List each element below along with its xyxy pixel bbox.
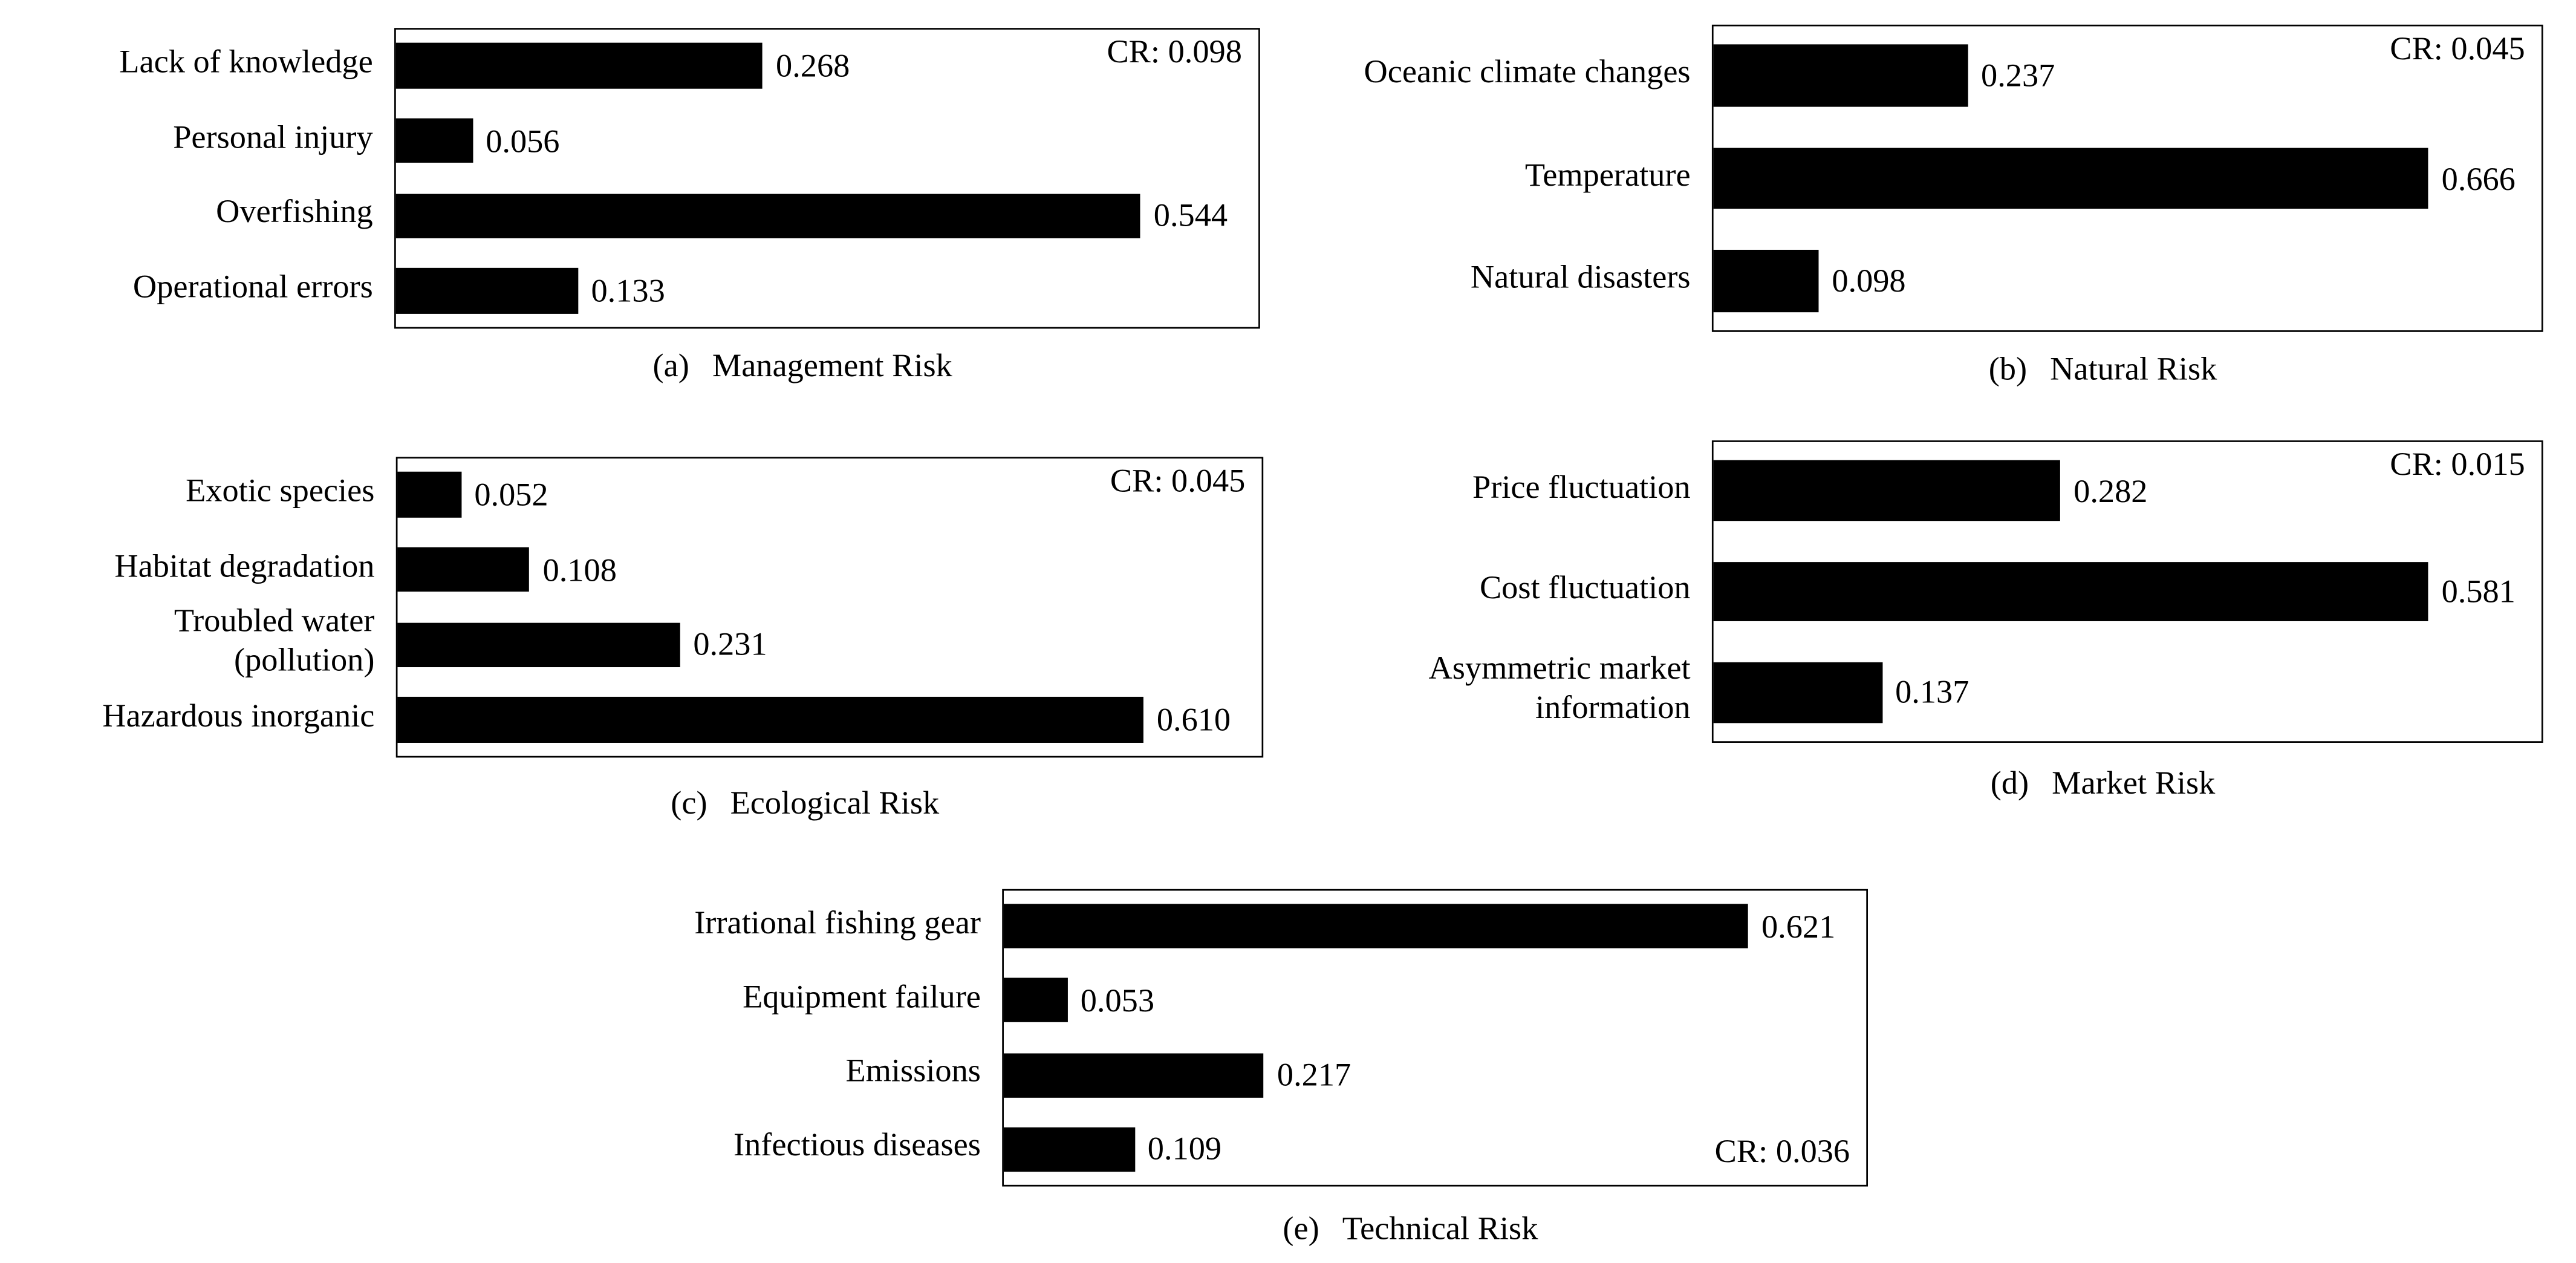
- category-label: Habitat degradation: [114, 548, 375, 585]
- value-label: 0.217: [1277, 1057, 1351, 1094]
- annotation: CR: 0.036: [1714, 1134, 1850, 1170]
- bar: [395, 43, 763, 88]
- caption-title: Natural Risk: [2050, 351, 2217, 388]
- plot-frame: [1002, 889, 1869, 1187]
- bar: [1713, 662, 1882, 723]
- plot-frame: [394, 28, 1260, 329]
- annotation: CR: 0.098: [1107, 34, 1242, 71]
- caption-title: Technical Risk: [1342, 1211, 1538, 1248]
- value-label: 0.108: [542, 552, 617, 589]
- bar: [397, 697, 1144, 743]
- annotation: CR: 0.045: [2390, 31, 2525, 68]
- category-label: Price fluctuation: [1472, 469, 1691, 506]
- value-label: 0.133: [591, 273, 665, 310]
- plot-frame: [395, 457, 1264, 758]
- bar: [1713, 147, 2428, 209]
- bar: [395, 268, 578, 314]
- value-label: 0.237: [1981, 58, 2055, 95]
- category-label: Exotic species: [186, 473, 375, 509]
- category-label: Asymmetric market information: [1428, 651, 1691, 727]
- category-label: Troubled water (pollution): [174, 604, 375, 680]
- bar: [397, 622, 680, 668]
- value-label: 0.610: [1156, 702, 1231, 739]
- value-label: 0.109: [1147, 1132, 1222, 1169]
- category-label: Infectious diseases: [733, 1128, 981, 1164]
- annotation: CR: 0.045: [1110, 463, 1246, 500]
- bar: [397, 547, 530, 592]
- caption-label: (b): [1988, 351, 2028, 388]
- caption-title: Ecological Risk: [730, 785, 940, 822]
- value-label: 0.052: [474, 477, 548, 514]
- bar: [1003, 978, 1068, 1023]
- category-label: Oceanic climate changes: [1364, 54, 1691, 91]
- category-label: Emissions: [845, 1053, 981, 1090]
- category-label: Personal injury: [173, 119, 373, 156]
- category-label: Temperature: [1524, 157, 1691, 194]
- value-label: 0.581: [2441, 574, 2516, 611]
- bar: [1003, 1127, 1135, 1172]
- value-label: 0.098: [1832, 263, 1906, 300]
- category-label: Equipment failure: [743, 979, 981, 1016]
- bar: [1713, 460, 2061, 521]
- caption-label: (c): [671, 785, 707, 822]
- caption-label: (e): [1283, 1211, 1319, 1248]
- caption-label: (d): [1990, 766, 2029, 802]
- bar: [1003, 904, 1749, 949]
- annotation: CR: 0.015: [2390, 446, 2525, 483]
- category-label: Irrational fishing gear: [694, 904, 981, 941]
- value-label: 0.056: [486, 123, 560, 160]
- value-label: 0.621: [1761, 909, 1836, 945]
- category-label: Lack of knowledge: [119, 44, 373, 80]
- value-label: 0.268: [776, 48, 850, 85]
- value-label: 0.137: [1895, 675, 1969, 711]
- plot-frame: [1711, 24, 2543, 332]
- bar: [1003, 1052, 1264, 1097]
- value-label: 0.282: [2073, 473, 2148, 510]
- bar: [1713, 250, 1819, 312]
- bar: [397, 472, 461, 517]
- category-label: Overfishing: [216, 194, 373, 231]
- value-label: 0.231: [693, 627, 767, 664]
- bar: [1713, 45, 1968, 107]
- category-label: Hazardous inorganic: [102, 698, 375, 735]
- plot-frame: [1711, 440, 2543, 743]
- category-label: Natural disasters: [1470, 259, 1691, 296]
- bar: [1713, 561, 2428, 622]
- value-label: 0.053: [1080, 983, 1155, 1020]
- caption: (b) Natural Risk: [1977, 351, 2229, 389]
- category-label: Operational errors: [132, 269, 373, 306]
- bar: [395, 193, 1141, 239]
- caption-title: Market Risk: [2052, 766, 2216, 802]
- bar: [395, 118, 473, 163]
- caption: (e) Technical Risk: [1271, 1211, 1549, 1248]
- caption: (a) Management Risk: [642, 348, 964, 386]
- caption: (d) Market Risk: [1979, 766, 2227, 803]
- value-label: 0.666: [2441, 161, 2516, 198]
- value-label: 0.544: [1153, 198, 1228, 235]
- category-label: Cost fluctuation: [1479, 570, 1691, 607]
- caption: (c) Ecological Risk: [659, 786, 951, 823]
- caption-label: (a): [652, 348, 689, 385]
- caption-title: Management Risk: [712, 348, 952, 385]
